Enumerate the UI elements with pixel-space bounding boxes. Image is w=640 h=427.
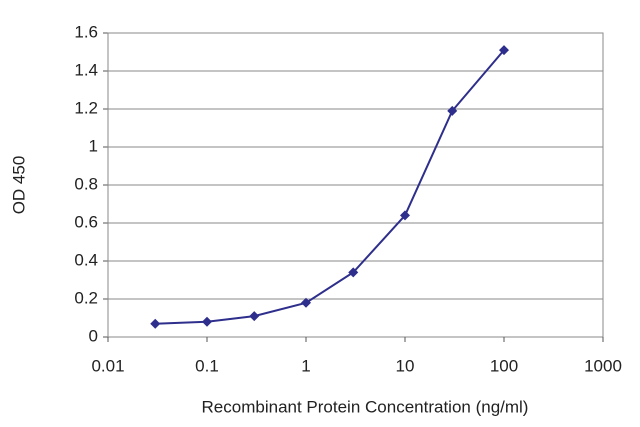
y-tick-label: 0.4 (74, 250, 98, 269)
x-tick-label: 1 (301, 356, 310, 375)
data-point (202, 316, 212, 327)
y-tick-label: 1.2 (74, 98, 98, 117)
x-tick-label: 0.01 (91, 356, 124, 375)
plot-frame (107, 32, 604, 338)
y-tick-label: 1.6 (74, 22, 98, 41)
y-tick-label: 0.6 (74, 212, 98, 231)
y-tick-label: 1 (89, 136, 98, 155)
x-tick-label: 1000 (584, 356, 622, 375)
x-tick-label: 10 (396, 356, 415, 375)
data-point (400, 210, 410, 221)
y-tick-label: 0.2 (74, 288, 98, 307)
y-tick-label: 1.4 (74, 60, 98, 79)
y-axis-title: OD 450 (9, 156, 28, 215)
y-tick-label: 0.8 (74, 174, 98, 193)
x-axis-title: Recombinant Protein Concentration (ng/ml… (202, 397, 529, 416)
data-point (301, 297, 311, 308)
data-point (150, 318, 161, 329)
x-tick-label: 0.1 (195, 356, 219, 375)
data-point (348, 267, 359, 278)
x-tick-label: 100 (490, 356, 518, 375)
series-line (155, 49, 505, 325)
data-point (447, 105, 458, 116)
data-point (249, 311, 260, 322)
y-tick-label: 0 (89, 326, 98, 345)
data-point (499, 45, 509, 56)
